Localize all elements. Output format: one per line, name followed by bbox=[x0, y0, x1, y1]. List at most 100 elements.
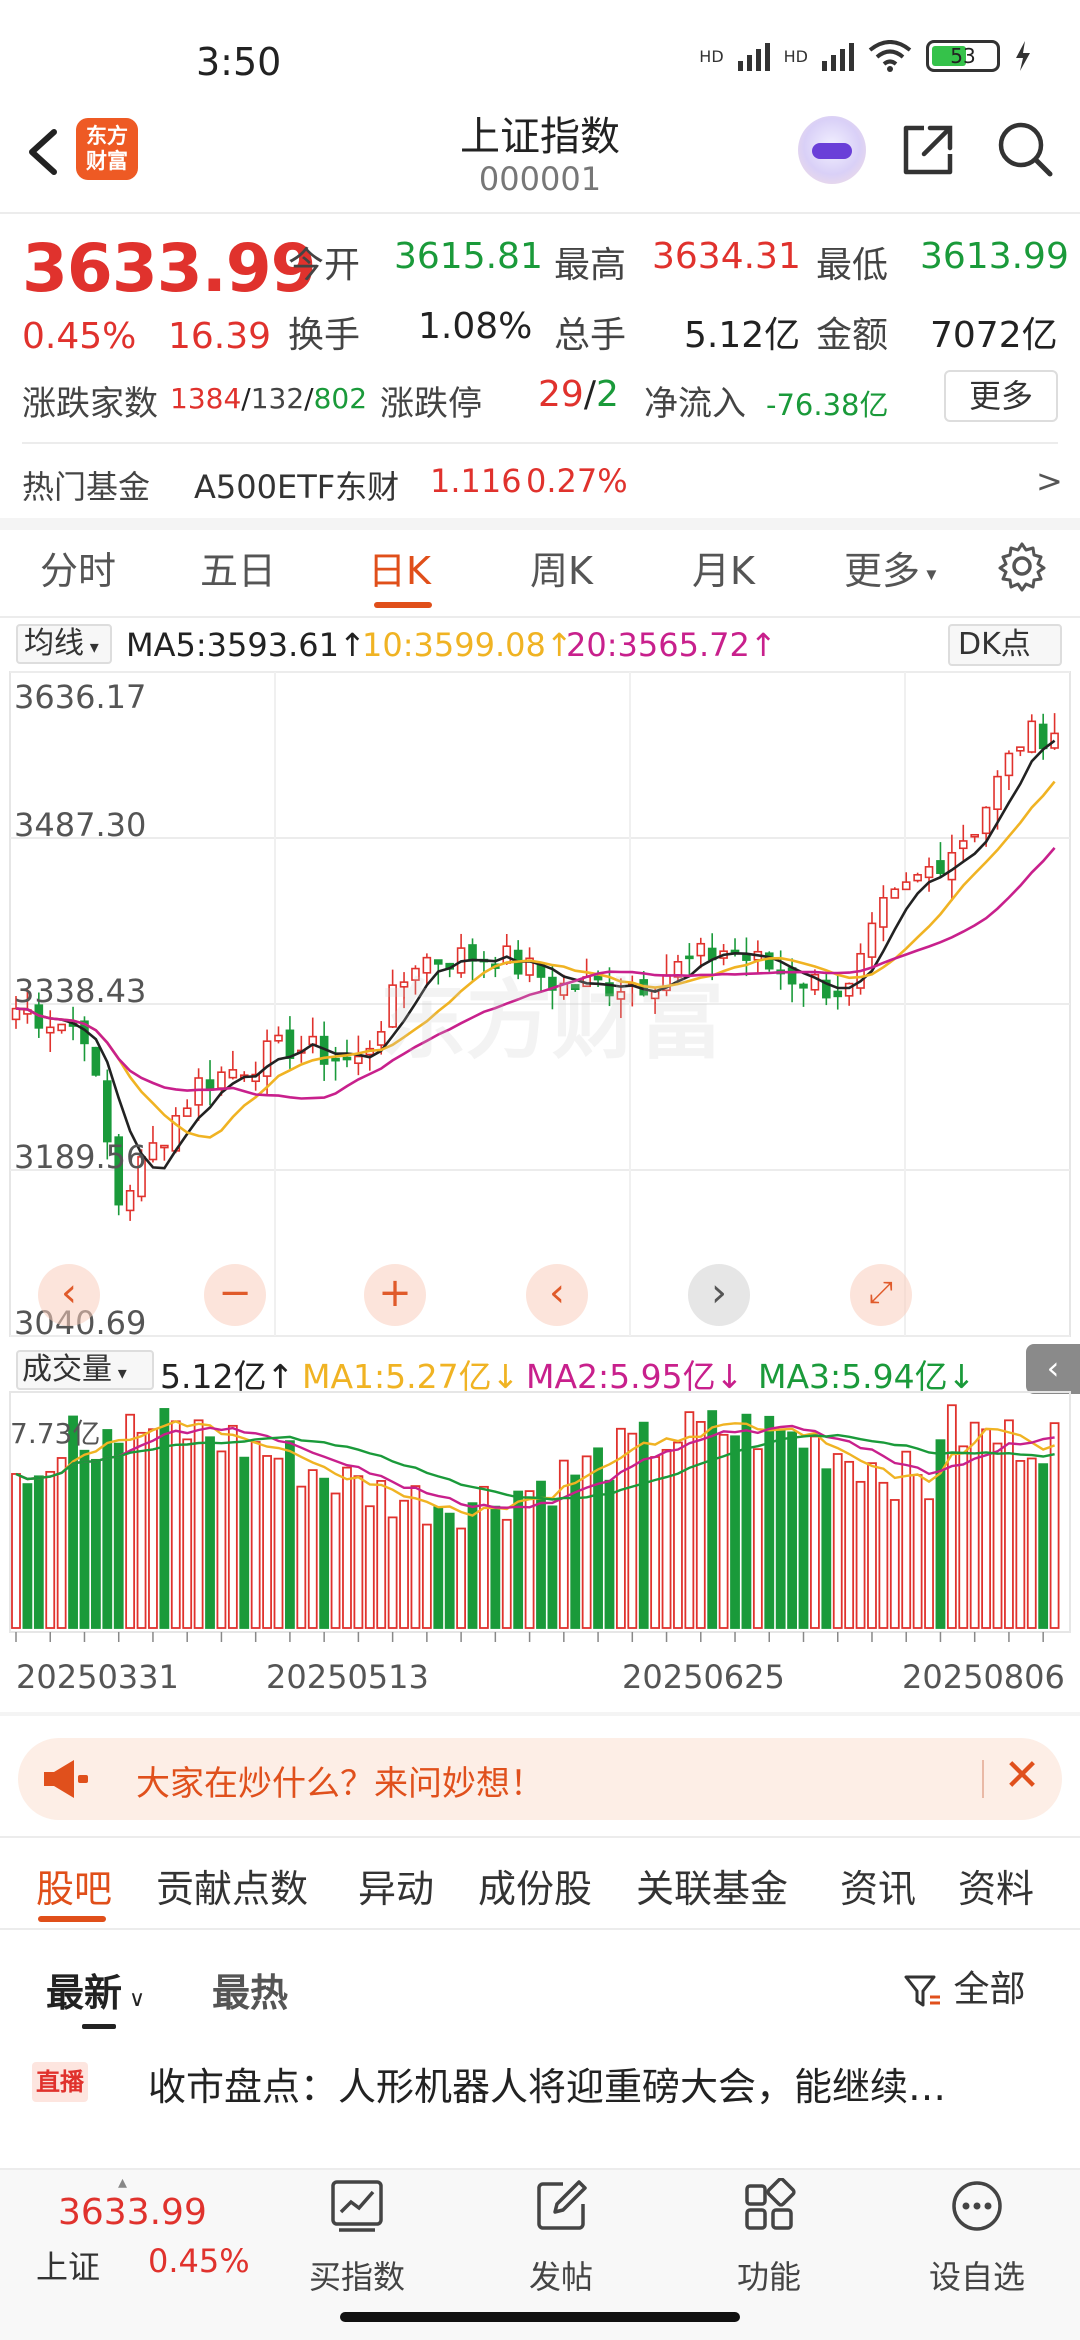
hot-fund-row[interactable]: 热门基金 bbox=[22, 462, 150, 508]
date-label-2: 20250513 bbox=[266, 1658, 429, 1696]
volume-bar bbox=[285, 1440, 295, 1629]
tab-five-day[interactable]: 五日 bbox=[200, 549, 277, 593]
breadth-values: 1384/132/802 bbox=[170, 382, 368, 415]
settings-gear-icon[interactable] bbox=[996, 540, 1048, 592]
volume-bar bbox=[433, 1506, 444, 1629]
volume-bar bbox=[159, 1408, 170, 1629]
tab-related-funds[interactable]: 关联基金 bbox=[636, 1867, 789, 1911]
news-title[interactable]: 收市盘点：人形机器人将迎重磅大会，能继续… bbox=[148, 2065, 947, 2109]
nav-functions[interactable]: 功能 bbox=[704, 2177, 834, 2298]
tab-weekly-k[interactable]: 周K bbox=[530, 549, 593, 593]
inflow-value: -76.38亿 bbox=[766, 388, 889, 422]
candle-body bbox=[114, 1136, 124, 1206]
candlestick-chart[interactable] bbox=[0, 670, 1080, 1340]
home-indicator[interactable] bbox=[340, 2312, 740, 2322]
candle-body bbox=[274, 1034, 283, 1042]
candle-body bbox=[1027, 720, 1037, 753]
ma10-line bbox=[15, 780, 1056, 1139]
volume-bar bbox=[752, 1448, 763, 1629]
tab-news[interactable]: 资讯 bbox=[840, 1867, 917, 1911]
volume-bar bbox=[79, 1449, 90, 1629]
tab-movement[interactable]: 异动 bbox=[358, 1867, 435, 1911]
tab-contribution[interactable]: 贡献点数 bbox=[156, 1867, 309, 1911]
section-gap bbox=[0, 518, 1080, 530]
collapse-arrow-icon[interactable]: ‹ bbox=[1026, 1344, 1080, 1394]
close-icon[interactable]: ✕ bbox=[1003, 1750, 1041, 1801]
candle-body bbox=[148, 1142, 158, 1161]
candle-body bbox=[502, 945, 512, 964]
volume-bar bbox=[787, 1431, 797, 1629]
divider bbox=[0, 616, 1080, 618]
chart-trend-icon bbox=[331, 2180, 383, 2232]
tab-monthly-k[interactable]: 月K bbox=[692, 549, 755, 593]
filter-icon bbox=[904, 1975, 940, 2007]
tab-daily-k[interactable]: 日K bbox=[368, 549, 431, 593]
mini-index-pct[interactable]: 0.45% bbox=[148, 2242, 250, 2280]
nav-buy-index[interactable]: 买指数 bbox=[292, 2178, 422, 2298]
fullscreen-icon[interactable]: ⤢ bbox=[850, 1264, 912, 1326]
sort-active-indicator bbox=[82, 2024, 116, 2029]
candle-body bbox=[673, 960, 683, 978]
sort-hot[interactable]: 最热 bbox=[212, 1971, 289, 2015]
tab-constituents[interactable]: 成份股 bbox=[478, 1867, 593, 1911]
chevron-right-icon[interactable]: > bbox=[1036, 462, 1063, 500]
candle-body bbox=[342, 1056, 352, 1061]
tab-active-indicator bbox=[374, 602, 432, 608]
volume-bar bbox=[764, 1415, 775, 1629]
volume-bar bbox=[513, 1490, 524, 1629]
back-icon[interactable] bbox=[20, 118, 68, 186]
mini-index-name[interactable]: 上证 bbox=[36, 2248, 101, 2286]
hot-fund-name[interactable]: A500ETF东财 bbox=[194, 468, 400, 506]
search-icon[interactable] bbox=[994, 118, 1056, 180]
more-button[interactable]: 更多 bbox=[944, 370, 1058, 422]
volume-bar bbox=[22, 1483, 33, 1629]
divider bbox=[22, 442, 1058, 444]
previous-icon[interactable]: ‹ bbox=[526, 1264, 588, 1326]
dk-point-button[interactable]: DK点 bbox=[948, 624, 1062, 666]
volume-chart[interactable] bbox=[0, 1390, 1080, 1652]
open-label: 今开 bbox=[288, 245, 361, 286]
volume-bar bbox=[946, 1404, 957, 1629]
candle-body bbox=[696, 942, 706, 957]
filter-all[interactable]: 全部 bbox=[902, 1960, 1025, 2012]
share-icon[interactable] bbox=[900, 122, 956, 178]
date-label-4: 20250806 bbox=[902, 1658, 1065, 1696]
tab-more[interactable]: 更多 ▾ bbox=[844, 549, 937, 593]
volume-bar bbox=[935, 1439, 946, 1629]
candle-body bbox=[936, 860, 945, 874]
sort-latest[interactable]: 最新 ∨ bbox=[46, 1971, 146, 2015]
amount-label: 金额 bbox=[816, 315, 889, 356]
ma10-value: 10:3599.08↑ bbox=[362, 626, 573, 664]
volume-bar bbox=[113, 1442, 124, 1629]
volume-bar bbox=[501, 1518, 512, 1629]
nav-post[interactable]: 发帖 bbox=[496, 2178, 626, 2298]
tab-intraday[interactable]: 分时 bbox=[40, 549, 117, 593]
volume-bar bbox=[136, 1431, 147, 1629]
mini-index-price[interactable]: 3633.99 bbox=[58, 2192, 207, 2233]
signal-icon-2 bbox=[822, 41, 854, 71]
candle-body bbox=[399, 981, 409, 988]
vol-ma3: MA3:5.94亿↓ bbox=[758, 1357, 976, 1396]
volume-bar bbox=[148, 1428, 158, 1629]
banner-text[interactable]: 大家在炒什么？来问妙想！ bbox=[136, 1764, 544, 1804]
candle-body bbox=[525, 957, 534, 976]
ask-banner[interactable] bbox=[18, 1738, 1062, 1820]
ai-assistant-icon[interactable] bbox=[798, 116, 866, 184]
zoom-in-icon[interactable]: + bbox=[364, 1264, 426, 1326]
tab-guba[interactable]: 股吧 bbox=[36, 1867, 113, 1911]
volume-bar bbox=[227, 1424, 238, 1629]
volume-bar bbox=[832, 1453, 843, 1629]
ma20-value: 20:3565.72↑ bbox=[566, 626, 777, 664]
next-icon[interactable]: › bbox=[688, 1264, 750, 1326]
caret-up-icon: ▴ bbox=[118, 2172, 128, 2193]
volume-bar bbox=[570, 1474, 581, 1629]
zoom-out-icon[interactable]: − bbox=[204, 1264, 266, 1326]
tab-profile[interactable]: 资料 bbox=[958, 1867, 1035, 1911]
scroll-left-icon[interactable]: ‹ bbox=[38, 1264, 100, 1326]
limit-values: 29/2 bbox=[538, 374, 619, 415]
nav-add-watchlist[interactable]: 设自选 bbox=[912, 2178, 1042, 2298]
vol-ma1: MA1:5.27亿↓ bbox=[302, 1357, 520, 1396]
indicator-selector[interactable]: 均线 ▾ bbox=[16, 624, 112, 664]
candle-body bbox=[57, 1023, 66, 1032]
volume-selector[interactable]: 成交量 ▾ bbox=[16, 1350, 154, 1390]
